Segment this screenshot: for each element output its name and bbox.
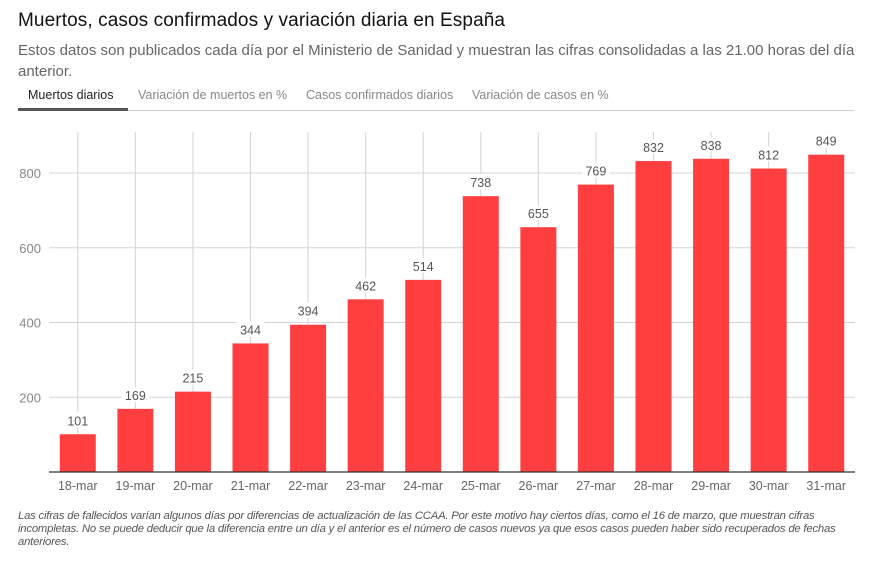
data-label: 849 — [816, 135, 837, 149]
bar-29-mar — [693, 158, 730, 473]
x-tick-label: 28-mar — [634, 479, 674, 493]
bars — [59, 154, 845, 473]
bar-21-mar — [232, 343, 269, 472]
data-label: 514 — [413, 260, 434, 274]
data-label-bg — [754, 146, 783, 162]
data-label-bg — [409, 257, 438, 273]
x-tick-label: 26-mar — [519, 479, 559, 493]
bar-31-mar — [808, 154, 845, 472]
data-label: 832 — [643, 141, 664, 155]
bar-27-mar — [577, 184, 614, 472]
bar-28-mar — [635, 161, 672, 472]
chart-subtitle: Estos datos son publicados cada día por … — [18, 42, 855, 80]
data-label: 215 — [182, 372, 203, 386]
bar-23-mar — [347, 299, 384, 472]
data-label: 738 — [470, 176, 491, 190]
data-label-bg — [466, 174, 495, 190]
bar-chart: 200 400 600 800 18-mar 19-mar 20-mar 21-mar 22-… — [19, 132, 855, 493]
x-tick-label: 30-mar — [749, 479, 789, 493]
tab-variacion-muertos[interactable]: Variación de muertos en % — [138, 88, 288, 102]
data-label-bg — [524, 205, 553, 221]
y-tick-label: 800 — [19, 166, 41, 181]
bar-24-mar — [405, 279, 442, 472]
x-tick-label: 23-mar — [346, 479, 386, 493]
data-label-bg — [812, 132, 841, 148]
chart-title: Muertos, casos confirmados y variación d… — [18, 10, 506, 31]
x-tick-label: 19-mar — [116, 479, 156, 493]
bar-18-mar — [59, 434, 96, 472]
footnote: Las cifras de fallecidos varían algunos … — [18, 510, 836, 548]
x-tick-label: 25-mar — [461, 479, 501, 493]
data-label-bg — [63, 412, 92, 428]
data-label-bg — [581, 162, 610, 178]
horizontal-gridlines — [49, 172, 855, 398]
x-tick-label: 24-mar — [403, 479, 443, 493]
y-tick-label: 600 — [19, 241, 41, 256]
tab-muertos-diarios[interactable]: Muertos diarios — [28, 88, 114, 102]
active-tab-indicator — [18, 108, 128, 111]
x-tick-label: 18-mar — [58, 479, 98, 493]
x-tick-label: 31-mar — [806, 479, 846, 493]
data-label: 655 — [528, 207, 549, 221]
data-label: 462 — [355, 279, 376, 293]
data-label: 169 — [125, 389, 146, 403]
x-tick-label: 29-mar — [691, 479, 731, 493]
data-label-bg — [351, 277, 380, 293]
x-axis-labels: 18-mar 19-mar 20-mar 21-mar 22-mar 23-mar 24-m… — [58, 479, 846, 493]
data-label-bg — [236, 321, 265, 337]
data-label: 101 — [67, 414, 88, 428]
data-label-bg — [639, 139, 668, 155]
data-labels: 101 169 215 344 394 462 514 738 655 769 832 838 812 8… — [63, 132, 841, 428]
data-label-bg — [121, 386, 150, 402]
data-label: 812 — [758, 149, 779, 163]
bar-19-mar — [117, 408, 154, 472]
bar-22-mar — [290, 324, 327, 472]
data-label: 394 — [298, 305, 319, 319]
data-label: 838 — [701, 139, 722, 153]
tab-bar: Muertos diarios Variación de muertos en … — [18, 84, 854, 111]
data-label-bg — [294, 302, 323, 318]
x-tick-label: 20-mar — [173, 479, 213, 493]
x-tick-label: 21-mar — [231, 479, 271, 493]
data-label: 769 — [585, 165, 606, 179]
data-label-bg — [697, 136, 726, 152]
x-tick-label: 22-mar — [288, 479, 328, 493]
data-label: 344 — [240, 323, 261, 337]
x-tick-label: 27-mar — [576, 479, 616, 493]
y-tick-label: 400 — [19, 316, 41, 331]
bar-25-mar — [462, 196, 499, 473]
bar-26-mar — [520, 227, 557, 472]
tab-variacion-casos[interactable]: Variación de casos en % — [472, 88, 609, 102]
y-axis-labels: 200 400 600 800 — [19, 166, 41, 405]
data-label-bg — [178, 369, 207, 385]
bar-30-mar — [750, 168, 787, 472]
y-tick-label: 200 — [19, 390, 41, 405]
tab-casos-confirmados[interactable]: Casos confirmados diarios — [306, 88, 454, 102]
bar-20-mar — [174, 391, 211, 472]
